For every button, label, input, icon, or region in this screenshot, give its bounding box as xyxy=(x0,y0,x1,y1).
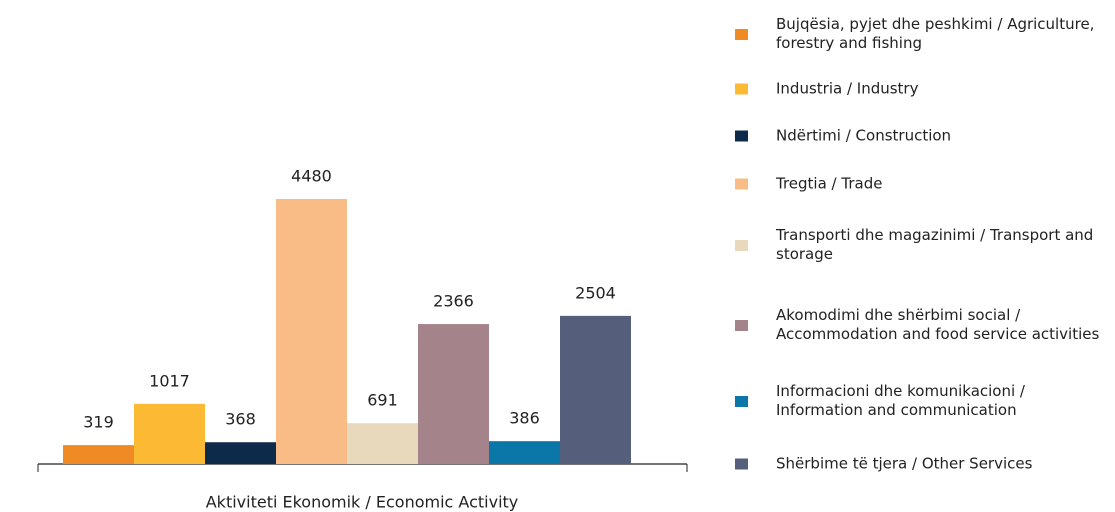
bar xyxy=(276,199,347,464)
value-label: 4480 xyxy=(291,167,332,186)
legend-item: Bujqësia, pyjet dhe peshkimi / Agricultu… xyxy=(735,15,1113,53)
bar xyxy=(205,442,276,464)
value-label: 368 xyxy=(225,410,256,429)
legend-swatch xyxy=(735,395,748,407)
bar xyxy=(489,441,560,464)
bar xyxy=(418,324,489,464)
legend-label: Bujqësia, pyjet dhe peshkimi / Agricultu… xyxy=(776,15,1095,52)
legend-item: Informacioni dhe komunikacioni / Informa… xyxy=(735,382,1113,420)
legend-label: Transporti dhe magazinimi / Transport an… xyxy=(776,226,1094,263)
value-label: 691 xyxy=(367,391,398,410)
value-label: 1017 xyxy=(149,371,190,390)
legend-swatch xyxy=(735,458,748,470)
x-axis-label: Aktiviteti Ekonomik / Economic Activity xyxy=(206,493,519,512)
legend-label: Ndërtimi / Construction xyxy=(776,126,952,145)
legend-item: Ndërtimi / Construction xyxy=(735,127,1113,146)
bar xyxy=(63,445,134,464)
legend-label: Akomodimi dhe shërbimi social / Accommod… xyxy=(776,306,1100,343)
legend-item: Shërbime të tjera / Other Services xyxy=(735,455,1113,474)
legend-item: Industria / Industry xyxy=(735,80,1113,99)
legend-swatch xyxy=(735,319,748,331)
bar xyxy=(347,423,418,464)
legend-swatch xyxy=(735,83,748,95)
legend-item: Akomodimi dhe shërbimi social / Accommod… xyxy=(735,306,1113,344)
legend-swatch xyxy=(735,130,748,142)
legend-label: Shërbime të tjera / Other Services xyxy=(776,454,1033,473)
bar xyxy=(134,403,205,464)
value-label: 386 xyxy=(509,409,540,428)
legend-swatch xyxy=(735,178,748,190)
legend-item: Tregtia / Trade xyxy=(735,175,1113,194)
value-label: 319 xyxy=(83,413,114,432)
legend-swatch xyxy=(735,28,748,40)
value-label: 2504 xyxy=(575,283,616,302)
legend-swatch xyxy=(735,239,748,251)
legend-item: Transporti dhe magazinimi / Transport an… xyxy=(735,226,1113,264)
bar xyxy=(560,315,631,464)
legend-label: Tregtia / Trade xyxy=(776,174,883,193)
legend-label: Industria / Industry xyxy=(776,79,919,98)
value-label: 2366 xyxy=(433,292,474,311)
legend-label: Informacioni dhe komunikacioni / Informa… xyxy=(776,382,1025,419)
